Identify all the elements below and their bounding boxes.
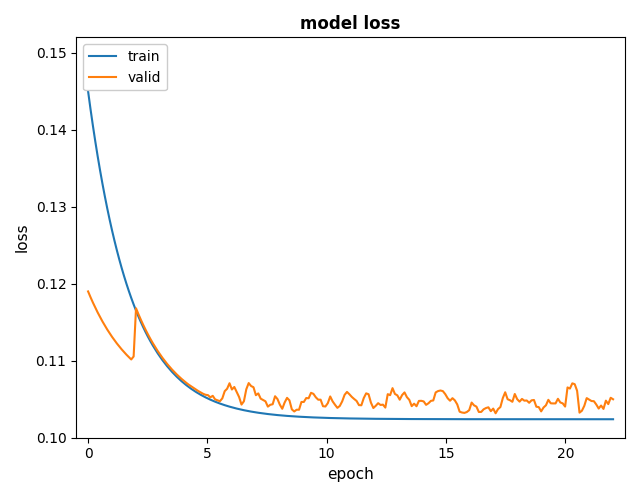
valid [237,402,245,408]
Legend: train, valid: train, valid [83,44,166,90]
valid [547,400,555,406]
train [554,416,562,422]
train [609,416,617,422]
Line: valid: valid [88,291,613,414]
train [365,416,372,422]
train [237,407,245,413]
X-axis label: epoch: epoch [327,467,374,482]
train [84,88,92,94]
train [228,405,236,411]
valid [84,288,92,294]
train [545,416,552,422]
train [528,416,536,422]
valid [492,411,499,416]
valid [365,391,372,397]
valid [228,387,236,393]
Line: train: train [88,91,613,419]
Y-axis label: loss: loss [15,223,30,252]
Title: model loss: model loss [300,15,401,33]
valid [557,400,564,406]
valid [609,396,617,402]
valid [530,397,538,403]
